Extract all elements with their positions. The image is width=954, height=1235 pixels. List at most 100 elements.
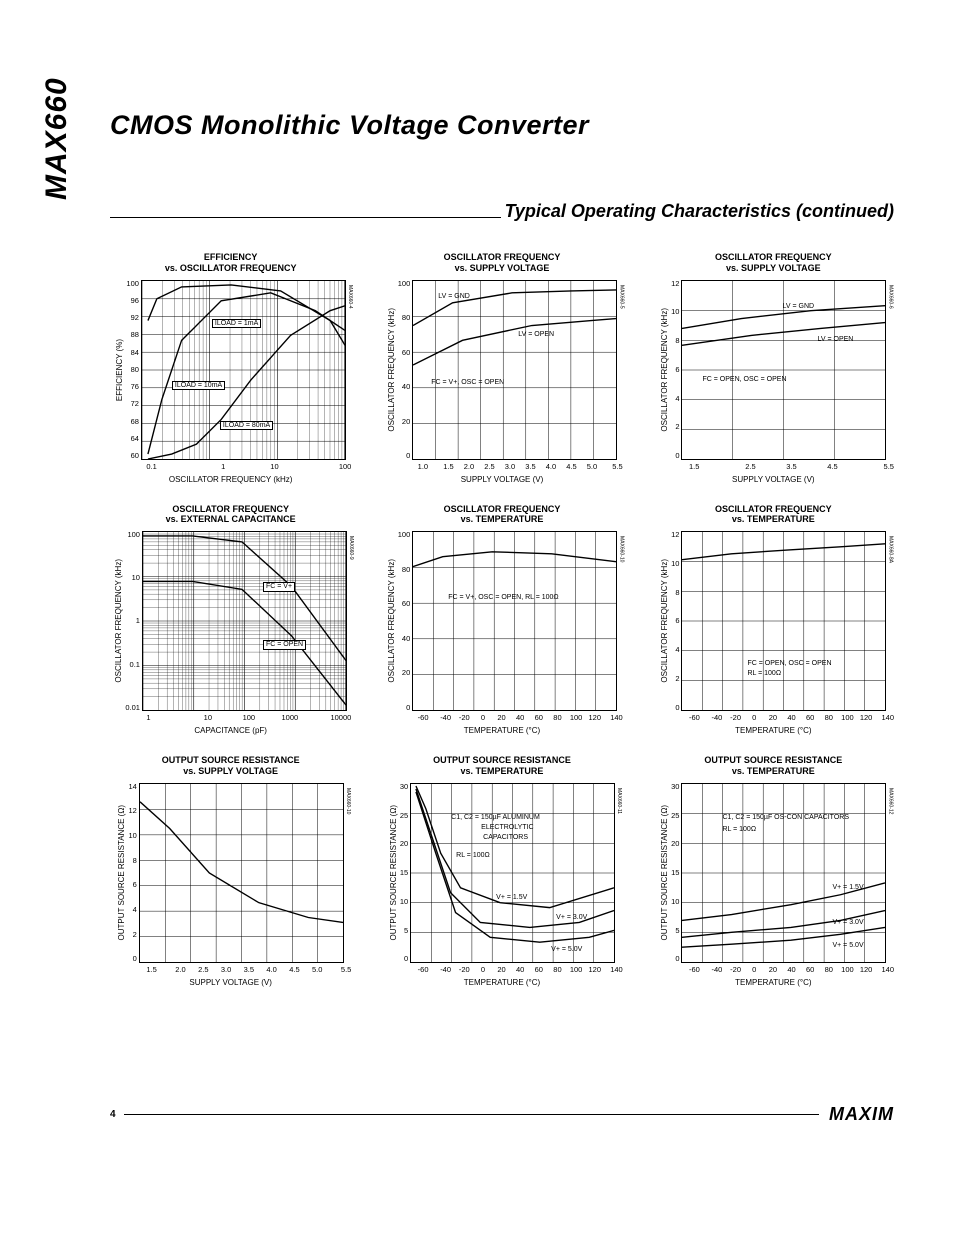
plot-area: OSCILLATOR FREQUENCY (kHz) 100806040200 … (387, 280, 618, 460)
x-axis-ticks: -60-40-20020406080100120140 (418, 965, 623, 974)
chart-annotation: ELECTROLYTIC (481, 824, 533, 832)
y-axis-label: OSCILLATOR FREQUENCY (kHz) (387, 559, 396, 683)
xtick: 140 (875, 965, 894, 974)
ytick: 0 (398, 452, 411, 460)
chart-annotation: FC = OPEN, OSC = OPEN (702, 376, 786, 384)
chart-panel: OSCILLATOR FREQUENCY vs. SUPPLY VOLTAGE … (381, 252, 622, 484)
ytick: 100 (398, 531, 411, 539)
plot-canvas: C1, C2 = 150µF ALUMINUMELECTROLYTICCAPAC… (410, 783, 615, 963)
chart-annotation: V+ = 3.0V (556, 914, 587, 922)
chart-title: OSCILLATOR FREQUENCY vs. EXTERNAL CAPACI… (166, 504, 296, 526)
chart-annotation: FC = V+, OSC = OPEN, RL = 100Ω (448, 594, 558, 602)
chart-annotation: C1, C2 = 150µF OS-CON CAPACITORS (722, 814, 849, 822)
chart-annotation: V+ = 5.0V (832, 942, 863, 950)
footer-rule (124, 1114, 819, 1115)
xtick: 0 (745, 965, 764, 974)
y-axis-label: OUTPUT SOURCE RESISTANCE (Ω) (389, 805, 398, 940)
xtick: 3.0 (215, 965, 238, 974)
chart-annotation: ILOAD = 1mA (212, 319, 261, 329)
xtick: 5.0 (306, 965, 329, 974)
x-axis-ticks: 1.52.53.54.55.5 (689, 462, 894, 471)
x-axis-label: SUPPLY VOLTAGE (V) (189, 978, 272, 987)
ytick: 2 (671, 423, 679, 431)
chart-title: EFFICIENCY vs. OSCILLATOR FREQUENCY (165, 252, 297, 274)
plot-area: OUTPUT SOURCE RESISTANCE (Ω) 30252015105… (389, 783, 615, 963)
plot-area: EFFICIENCY (%) 10096928884807672686460 I… (115, 280, 346, 460)
xtick: -60 (418, 965, 437, 974)
page-title: CMOS Monolithic Voltage Converter (110, 110, 894, 141)
xtick: 20 (492, 713, 511, 722)
ytick: 15 (400, 869, 408, 877)
x-axis-label: TEMPERATURE (°C) (464, 978, 540, 987)
ytick: 40 (398, 383, 411, 391)
y-axis-ticks: 121086420 (671, 280, 681, 460)
ytick: 30 (400, 783, 408, 791)
chart-panel: OUTPUT SOURCE RESISTANCE vs. TEMPERATURE… (653, 755, 894, 987)
xtick: 4.0 (260, 965, 283, 974)
xtick: 80 (548, 713, 567, 722)
xtick: 20 (492, 965, 511, 974)
ytick: 10 (671, 898, 679, 906)
xtick: 5.5 (329, 965, 352, 974)
plot-area: OUTPUT SOURCE RESISTANCE (Ω) 30252015105… (660, 783, 886, 963)
ytick: 64 (126, 435, 139, 443)
chart-title: OSCILLATOR FREQUENCY vs. TEMPERATURE (715, 504, 832, 526)
xtick: 40 (511, 713, 530, 722)
ytick: 80 (398, 566, 411, 574)
xtick: 40 (782, 713, 801, 722)
chart-title: OSCILLATOR FREQUENCY vs. SUPPLY VOLTAGE (444, 252, 561, 274)
ytick: 40 (398, 635, 411, 643)
xtick: -20 (726, 965, 745, 974)
x-axis-ticks: 1.01.52.02.53.03.54.04.55.05.5 (418, 462, 623, 471)
xtick: 0 (474, 713, 493, 722)
xtick: 2.5 (479, 462, 500, 471)
ytick: 6 (671, 617, 679, 625)
xtick: 0 (474, 965, 493, 974)
xtick: 100 (300, 462, 351, 471)
ytick: 0 (671, 955, 679, 963)
chart-code: MAX660-9 (348, 536, 354, 560)
chart-panel: OUTPUT SOURCE RESISTANCE vs. TEMPERATURE… (381, 755, 622, 987)
y-axis-ticks: 100806040200 (398, 280, 413, 460)
ytick: 10 (125, 574, 140, 582)
plot-canvas: LV = GNDLV = OPENFC = V+, OSC = OPEN MAX… (412, 280, 617, 460)
y-axis-ticks: 10096928884807672686460 (126, 280, 141, 460)
chart-panel: OSCILLATOR FREQUENCY vs. TEMPERATURE OSC… (653, 504, 894, 736)
y-axis-label: OUTPUT SOURCE RESISTANCE (Ω) (660, 805, 669, 940)
chart-annotation: LV = GND (782, 303, 814, 311)
chart-code: MAX660-11 (616, 788, 622, 814)
brand-logo: MAXIM (829, 1104, 894, 1125)
page-number: 4 (110, 1109, 116, 1120)
y-axis-label: OSCILLATOR FREQUENCY (kHz) (660, 559, 669, 683)
xtick: 5.0 (582, 462, 603, 471)
plot-canvas: FC = V+FC = OPEN MAX660-9 (142, 531, 347, 711)
ytick: 10 (400, 898, 408, 906)
ytick: 6 (671, 366, 679, 374)
x-axis-label: SUPPLY VOLTAGE (V) (732, 475, 815, 484)
x-axis-ticks: 110100100010000 (146, 713, 351, 722)
xtick: 120 (585, 965, 604, 974)
xtick: 80 (548, 965, 567, 974)
plot-canvas: FC = V+, OSC = OPEN, RL = 100Ω MAX660-10 (412, 531, 617, 711)
xtick: 3.5 (237, 965, 260, 974)
ytick: 12 (128, 807, 136, 815)
chart-title: OSCILLATOR FREQUENCY vs. SUPPLY VOLTAGE (715, 252, 832, 274)
xtick: 100 (228, 713, 269, 722)
ytick: 5 (671, 927, 679, 935)
ytick: 100 (398, 280, 411, 288)
xtick: 1000 (269, 713, 310, 722)
ytick: 4 (671, 646, 679, 654)
chart-annotation: FC = V+, OSC = OPEN (431, 379, 504, 387)
part-number-sidebar: MAX660 (40, 77, 74, 200)
xtick: 10 (187, 713, 228, 722)
chart-title: OUTPUT SOURCE RESISTANCE vs. TEMPERATURE (704, 755, 842, 777)
x-axis-label: TEMPERATURE (°C) (735, 726, 811, 735)
chart-annotation: FC = OPEN (263, 640, 306, 650)
xtick: -20 (726, 713, 745, 722)
xtick: 1.5 (146, 965, 169, 974)
chart-panel: OSCILLATOR FREQUENCY vs. EXTERNAL CAPACI… (110, 504, 351, 736)
chart-annotation: ILOAD = 10mA (172, 381, 225, 391)
ytick: 100 (125, 531, 140, 539)
chart-code: MAX660-6 (887, 285, 893, 309)
chart-annotation: FC = OPEN, OSC = OPEN (747, 660, 831, 668)
